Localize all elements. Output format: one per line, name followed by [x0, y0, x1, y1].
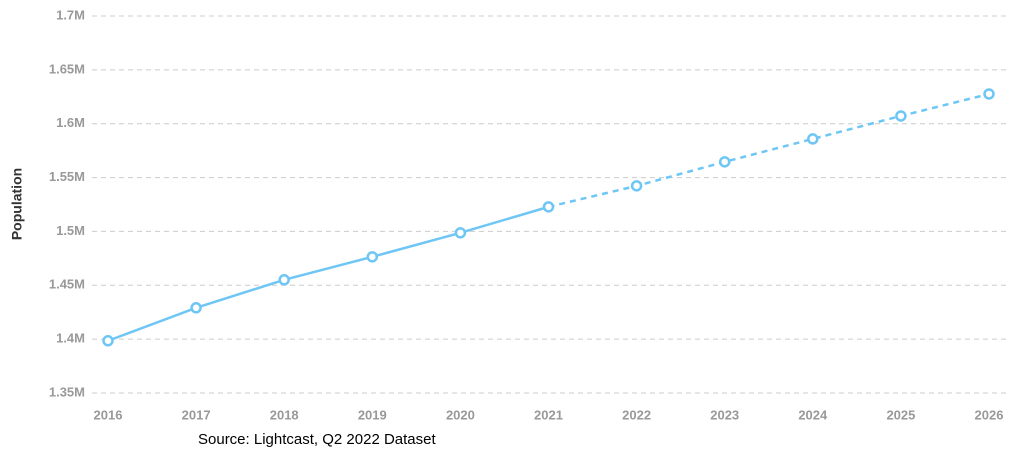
point	[454, 227, 467, 239]
y-tick-label: 1.6M	[56, 115, 85, 130]
y-axis-label: Population	[9, 168, 25, 240]
y-tick-label: 1.35M	[49, 384, 85, 399]
x-tick-label: 2024	[798, 407, 828, 422]
line-forecast	[548, 92, 990, 209]
x-tick-label: 2022	[622, 407, 651, 422]
y-tick-label: 1.55M	[49, 169, 85, 184]
x-tick-label: 2026	[975, 407, 1004, 422]
x-tick-label: 2025	[886, 407, 915, 422]
y-tick-label: 1.65M	[49, 61, 85, 76]
y-tick-label: 1.4M	[56, 331, 85, 346]
x-tick-label: 2017	[182, 407, 211, 422]
point	[278, 274, 290, 286]
point	[807, 133, 819, 145]
x-tick-label: 2023	[710, 407, 739, 422]
x-tick-label: 2016	[94, 407, 123, 422]
point	[718, 156, 731, 168]
x-tick-label: 2019	[358, 407, 387, 422]
y-tick-label: 1.7M	[56, 7, 85, 22]
x-tick-label: 2018	[270, 407, 299, 422]
point	[366, 251, 379, 263]
y-tick-label: 1.45M	[49, 277, 85, 292]
x-tick-label: 2020	[446, 407, 475, 422]
x-tick-label: 2021	[534, 407, 563, 422]
point	[895, 110, 907, 122]
source-note: Source: Lightcast, Q2 2022 Dataset	[198, 431, 436, 448]
line-actual	[107, 205, 549, 342]
y-tick-label: 1.5M	[56, 223, 85, 238]
point	[102, 335, 114, 347]
point	[542, 201, 555, 213]
point	[630, 180, 643, 192]
point	[190, 302, 202, 314]
point	[983, 88, 995, 100]
